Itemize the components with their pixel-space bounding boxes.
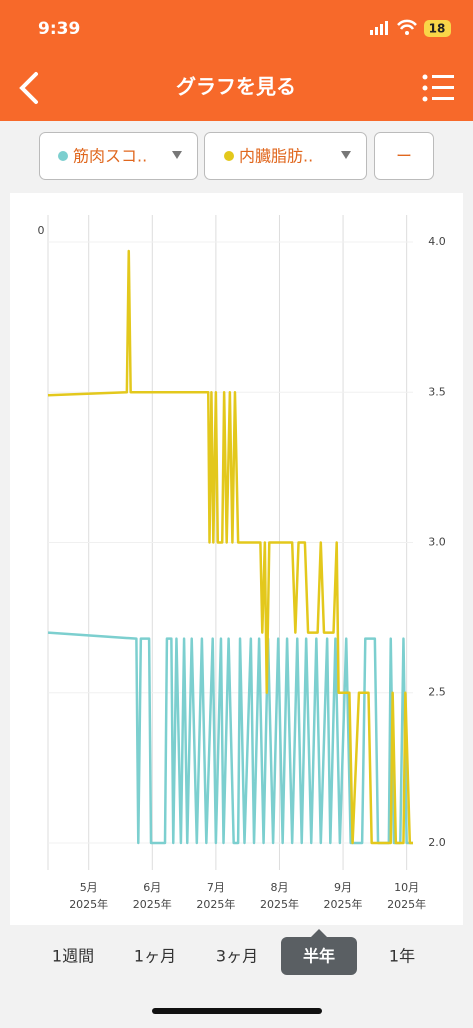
- remove-label: ー: [396, 147, 412, 166]
- x-tick-year: 2025年: [69, 897, 108, 911]
- y-tick-label: 3.0: [428, 536, 446, 549]
- tab[interactable]: 半年: [303, 947, 335, 966]
- dropdown-arrow: [341, 151, 351, 159]
- home-indicator: [152, 1008, 322, 1014]
- tab[interactable]: 1週間: [52, 947, 94, 966]
- legend-label: 内臓脂肪..: [239, 147, 313, 166]
- status-time: 9:39: [38, 19, 80, 39]
- plot: 5月 2025年 6月 2025年 7月 2025年 8月 2025年 9月 2025年 10月 20…: [47, 215, 446, 911]
- series-line: [47, 249, 413, 845]
- y-tick-label: 3.5: [428, 385, 446, 398]
- header-bg: [0, 0, 473, 121]
- x-tick-year: 2025年: [387, 897, 426, 911]
- legend-dot: [58, 151, 68, 161]
- tabs-bg: [0, 925, 473, 1024]
- tab-pointer: [311, 929, 327, 937]
- battery: [424, 20, 451, 37]
- x-tick-label: 10月: [394, 881, 419, 894]
- tab[interactable]: 1ヶ月: [134, 947, 176, 966]
- tab[interactable]: 3ヶ月: [216, 947, 258, 966]
- dropdown-arrow: [172, 151, 182, 159]
- menu-button[interactable]: [422, 74, 455, 102]
- signal-icon: [370, 21, 388, 35]
- series-dropdown[interactable]: [204, 132, 367, 180]
- tab[interactable]: 1年: [389, 947, 415, 966]
- series-line: [47, 631, 413, 845]
- x-tick-label: 7月: [207, 881, 225, 894]
- wifi-dot: [405, 31, 409, 35]
- back-button[interactable]: [19, 72, 38, 104]
- chart-panel: [10, 193, 463, 925]
- x-tick-label: 5月: [80, 881, 98, 894]
- y-tick-label: 2.0: [428, 836, 446, 849]
- x-tick-label: 9月: [334, 881, 352, 894]
- x-tick-label: 8月: [270, 881, 288, 894]
- tabs: 1週間 1ヶ月 3ヶ月 半年 1年: [52, 929, 415, 975]
- y-tick-label: 2.5: [428, 686, 446, 699]
- x-tick-label: 6月: [143, 881, 161, 894]
- legend-dot: [224, 151, 234, 161]
- x-tick-year: 2025年: [133, 897, 172, 911]
- x-tick-year: 2025年: [196, 897, 235, 911]
- legend-label: 筋肉スコ..: [73, 147, 147, 166]
- wifi-icon: [397, 19, 417, 30]
- tab-selected-bg: [281, 937, 357, 975]
- battery-level: 18: [429, 22, 446, 36]
- left-axis-label: 0: [38, 224, 45, 237]
- x-tick-year: 2025年: [260, 897, 299, 911]
- y-tick-label: 4.0: [428, 235, 446, 248]
- series-dropdown[interactable]: [39, 132, 198, 180]
- x-tick-year: 2025年: [324, 897, 363, 911]
- remove-button[interactable]: [374, 132, 434, 180]
- header-title: グラフを見る: [176, 75, 296, 99]
